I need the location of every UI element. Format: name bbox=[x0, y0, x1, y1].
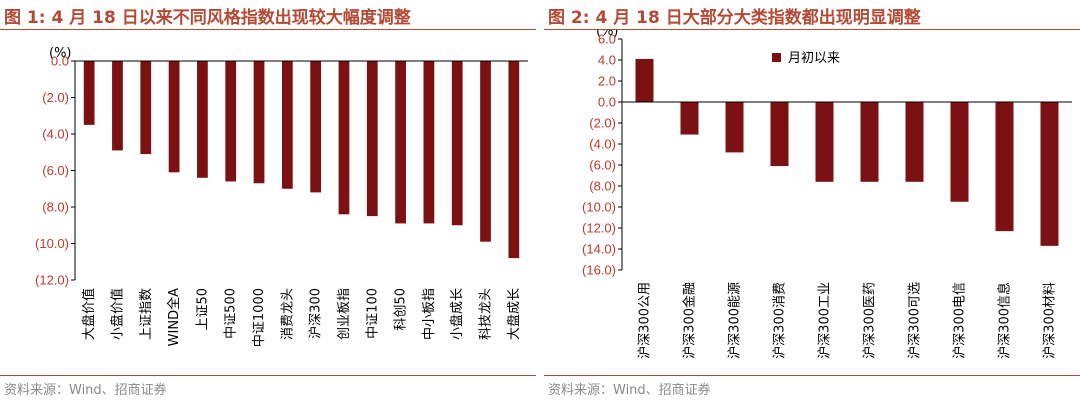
bar bbox=[725, 102, 744, 153]
bar bbox=[905, 102, 924, 182]
bar bbox=[112, 61, 123, 151]
y-tick-label: 4.0 bbox=[598, 53, 616, 68]
x-tick-label: 科创50 bbox=[394, 288, 409, 331]
y-tick-label: 0.0 bbox=[51, 54, 69, 69]
bar bbox=[680, 102, 699, 135]
bar bbox=[225, 61, 237, 182]
y-tick-label: 0.0 bbox=[598, 95, 616, 110]
y-tick-label: (2.0) bbox=[589, 116, 616, 131]
figure-2-title-rule bbox=[544, 29, 1080, 30]
bar bbox=[815, 102, 834, 182]
x-tick-label: 小盘价值 bbox=[109, 288, 125, 340]
bar bbox=[635, 58, 654, 102]
bar bbox=[83, 61, 95, 125]
y-unit-label: (%) bbox=[49, 46, 72, 61]
figure-1-source: 资料来源：Wind、招商证券 bbox=[4, 383, 167, 398]
y-tick-label: (10.0) bbox=[582, 200, 616, 215]
x-tick-label: 沪深300公用 bbox=[637, 282, 653, 359]
y-tick-label: (12.0) bbox=[35, 273, 69, 288]
x-tick-label: 科技龙头 bbox=[479, 288, 494, 340]
figure-2-chart: (%)6.0 4.0 2.0 0.0 (2.0) (4.0) (6.0) (8.0) (10.0… bbox=[582, 30, 1072, 359]
x-tick-label: 沪深300医药 bbox=[862, 282, 878, 359]
x-tick-label: 消费龙头 bbox=[280, 288, 295, 340]
x-tick-label: 沪深300金融 bbox=[682, 282, 698, 359]
bar bbox=[451, 61, 463, 226]
x-tick-label: WIND全A bbox=[166, 288, 182, 346]
x-tick-label: 大盘成长 bbox=[506, 288, 522, 340]
figure-1-chart: (%)0.0 (2.0) (4.0) (6.0) (8.0) (10.0) (12.0) 大盘… bbox=[35, 46, 528, 347]
y-tick-label: (6.0) bbox=[42, 163, 69, 178]
x-tick-label: 创业板指 bbox=[337, 288, 352, 340]
y-tick-label: (2.0) bbox=[42, 90, 69, 105]
x-tick-label: 沪深300消费 bbox=[772, 282, 788, 359]
bar bbox=[197, 61, 208, 178]
x-tick-label: 沪深300材料 bbox=[1042, 282, 1058, 359]
y-tick-label: (16.0) bbox=[582, 263, 616, 278]
figure-1-source-rule bbox=[0, 375, 536, 376]
y-tick-label: (8.0) bbox=[42, 200, 69, 215]
bar bbox=[995, 102, 1014, 232]
x-tick-label: 沪深300可选 bbox=[907, 282, 923, 359]
x-tick-label: 沪深300 bbox=[308, 288, 324, 339]
y-unit-label: (%) bbox=[596, 30, 619, 39]
x-tick-label: 沪深300工业 bbox=[817, 282, 833, 359]
x-tick-label: 大盘价值 bbox=[81, 288, 97, 340]
legend-label: 月初以来 bbox=[788, 51, 840, 66]
x-tick-label: 上证50 bbox=[195, 288, 210, 331]
x-tick-label: 中证100 bbox=[365, 288, 380, 339]
x-tick-label: 小盘成长 bbox=[449, 288, 465, 340]
bar bbox=[395, 61, 406, 224]
x-tick-label: 沪深300信息 bbox=[997, 282, 1013, 359]
figure-2-source-rule bbox=[544, 375, 1080, 376]
bar bbox=[508, 61, 520, 259]
y-tick-label: (4.0) bbox=[42, 127, 69, 142]
bar bbox=[281, 61, 293, 189]
bar bbox=[338, 61, 350, 215]
x-tick-label: 中小板指 bbox=[422, 288, 437, 340]
bar bbox=[310, 61, 322, 193]
y-tick-label: (8.0) bbox=[589, 179, 616, 194]
bar bbox=[140, 61, 152, 155]
x-tick-label: 上证指数 bbox=[139, 288, 154, 340]
bar bbox=[770, 102, 789, 167]
x-tick-label: 沪深300电信 bbox=[952, 282, 968, 359]
bar bbox=[1040, 102, 1059, 246]
y-tick-label: (10.0) bbox=[35, 236, 69, 251]
y-tick-label: (12.0) bbox=[582, 221, 616, 236]
bar bbox=[480, 61, 491, 242]
figure-1: 图 1: 4 月 18 日以来不同风格指数出现较大幅度调整 (%) 0.0 (2.0… bbox=[0, 0, 536, 401]
x-tick-label: 中证500 bbox=[224, 288, 239, 339]
figure-2: 图 2: 4 月 18 日大部分大类指数都出现明显调整 (%) 6.0 4.0 2.0… bbox=[544, 0, 1080, 401]
y-tick-label: 6.0 bbox=[598, 32, 616, 47]
bar bbox=[168, 61, 180, 173]
figure-1-title-rule bbox=[0, 29, 536, 30]
figure-1-title: 图 1: 4 月 18 日以来不同风格指数出现较大幅度调整 bbox=[4, 8, 411, 28]
y-tick-label: (4.0) bbox=[589, 137, 616, 152]
y-tick-label: (14.0) bbox=[582, 242, 616, 257]
figure-2-source: 资料来源：Wind、招商证券 bbox=[548, 383, 711, 398]
x-tick-label: 中证1000 bbox=[252, 288, 267, 347]
x-tick-label: 沪深300能源 bbox=[727, 282, 743, 359]
bar bbox=[950, 102, 969, 202]
figure-2-title: 图 2: 4 月 18 日大部分大类指数都出现明显调整 bbox=[548, 8, 921, 28]
y-tick-label: (6.0) bbox=[589, 158, 616, 173]
bar bbox=[423, 61, 435, 224]
y-tick-label: 2.0 bbox=[598, 74, 616, 89]
bar bbox=[860, 102, 879, 182]
bar bbox=[366, 61, 378, 217]
bar bbox=[253, 61, 265, 184]
legend-swatch bbox=[772, 53, 781, 62]
